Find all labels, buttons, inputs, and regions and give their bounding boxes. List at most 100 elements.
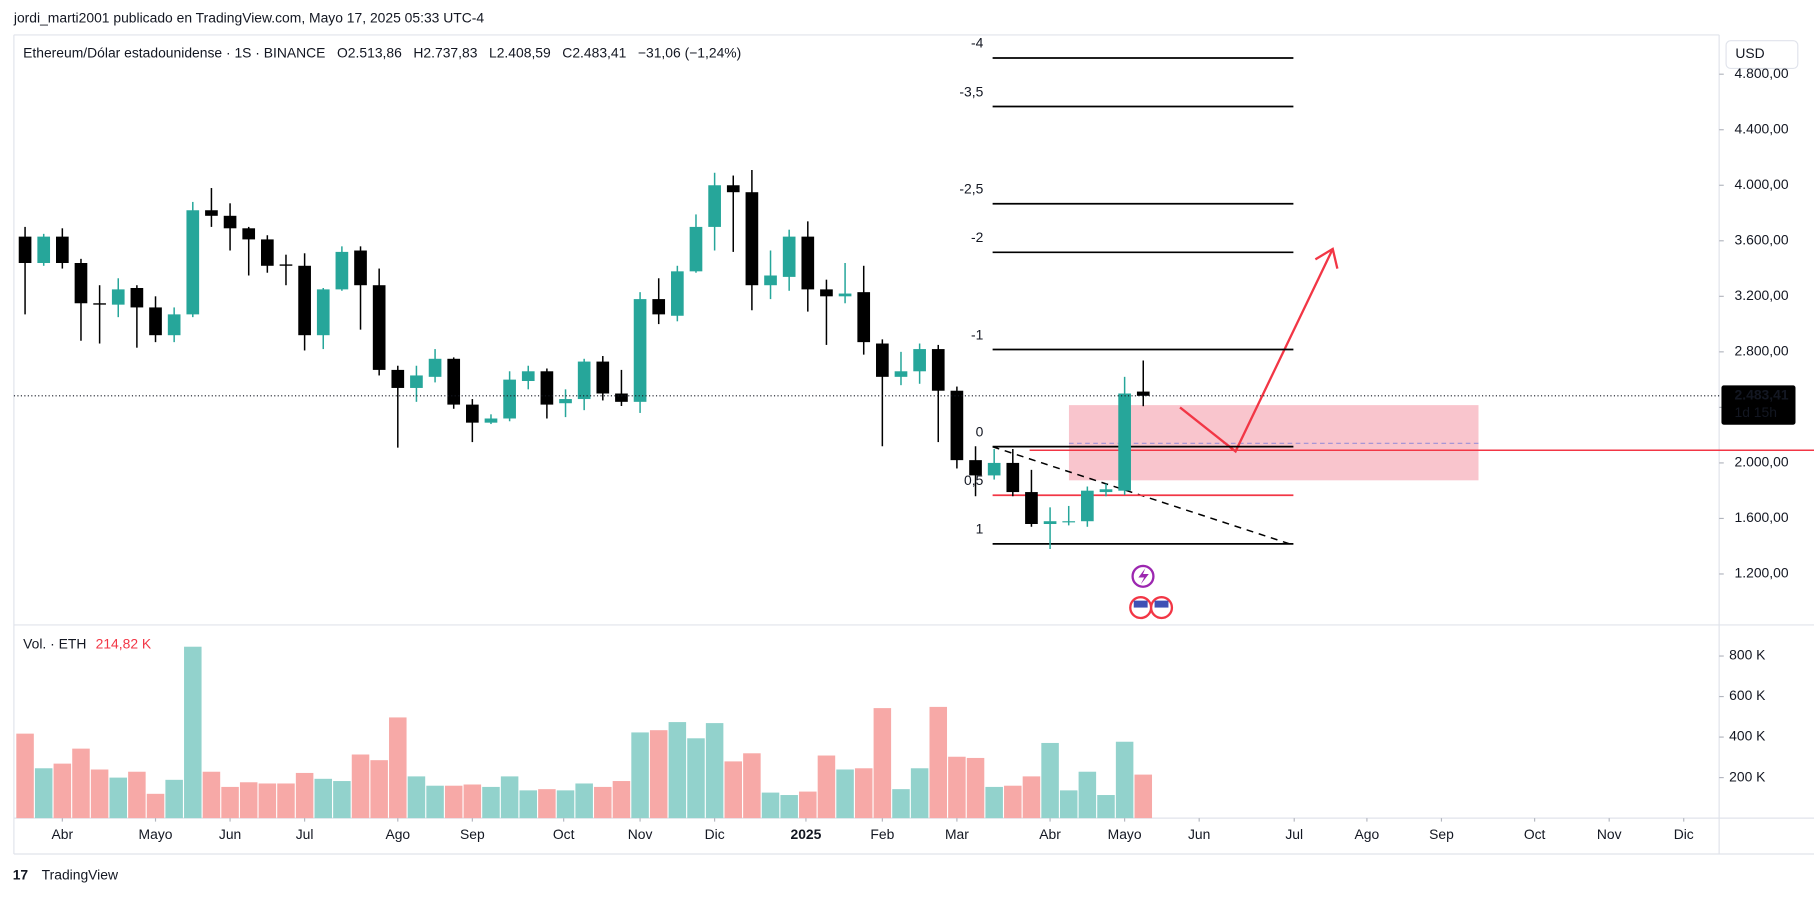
volume-bar [333, 781, 351, 819]
candle-body [987, 462, 1001, 476]
volume-bar [165, 779, 183, 819]
y-tick-label: 4.800,00 [1735, 65, 1789, 81]
y-tick-label: 1.600,00 [1735, 509, 1789, 525]
volume-bar [1004, 785, 1022, 819]
candle-body [447, 358, 461, 405]
x-tick-label: Jul [296, 826, 314, 842]
ohlc-open: O2.513,86 [337, 44, 402, 60]
volume-bar [500, 776, 519, 819]
candle-body [410, 375, 423, 388]
volume-bar [444, 785, 463, 819]
volume-bar [16, 733, 34, 819]
volume-bar [594, 786, 612, 819]
last-price-box [1721, 385, 1796, 425]
x-tick-label: Mar [945, 826, 969, 842]
candle-body [1099, 489, 1113, 493]
event-bolt [1138, 568, 1149, 585]
volume-bar [724, 761, 743, 819]
candle-body [466, 404, 479, 423]
candle-body [764, 275, 777, 286]
candle-body [633, 299, 647, 402]
volume-bar [1022, 776, 1041, 819]
candle-body [484, 418, 498, 423]
projection-arrow [1179, 248, 1334, 454]
volume-bar [687, 738, 705, 819]
volume-tick-label: 600 K [1729, 687, 1766, 703]
volume-bar [426, 785, 444, 819]
volume-bar [407, 776, 426, 819]
volume-bar [221, 786, 239, 819]
candle-body [1136, 391, 1150, 396]
candle-body [205, 210, 218, 216]
candle-body [1118, 393, 1131, 491]
volume-bar [184, 646, 202, 819]
candle-body [876, 343, 889, 377]
candle-body [726, 185, 740, 193]
volume-bar [761, 792, 780, 819]
candle-body [93, 303, 106, 305]
candle-body [242, 228, 256, 240]
candle-body [931, 349, 945, 391]
volume-bar [948, 756, 966, 819]
candle-body [540, 371, 554, 405]
volume-layer [16, 646, 1153, 819]
y-tick-label: 2.000,00 [1735, 454, 1789, 470]
x-tick-label: Nov [628, 826, 653, 842]
volume-bar [743, 753, 761, 819]
volume-bar [668, 722, 687, 819]
volume-bar [817, 755, 836, 819]
candle-body [186, 210, 200, 315]
x-tick-label: Oct [1524, 826, 1546, 842]
x-tick-label: Abr [1039, 826, 1061, 842]
drawings [992, 247, 1814, 546]
candle-body [652, 299, 666, 315]
candle-body [521, 371, 535, 382]
brand: TradingView [42, 867, 119, 883]
fib-level-label: 0 [976, 423, 984, 439]
candle-body [130, 287, 144, 308]
volume-bar [649, 730, 668, 819]
ohlc-change: −31,06 (−1,24%) [638, 44, 741, 60]
candle-body [894, 371, 908, 377]
volume-bar [34, 768, 53, 819]
volume-tick-label: 400 K [1729, 728, 1766, 744]
volume-bar [146, 793, 165, 819]
fib-level-label: -2 [971, 229, 984, 245]
volume-bar [202, 771, 221, 819]
volume-last: 214,82 K [96, 635, 152, 651]
y-tick-label: 3.600,00 [1735, 231, 1789, 247]
volume-tick-label: 200 K [1729, 768, 1766, 784]
volume-bar [519, 790, 538, 819]
volume-bar [873, 708, 892, 819]
volume-bar [705, 723, 724, 819]
fib-level-label: -3,5 [959, 83, 983, 99]
x-tick-label: Mayo [1108, 826, 1142, 842]
brand-logo: 17 [13, 867, 29, 883]
candle-body [354, 250, 367, 286]
candle-body [428, 358, 442, 377]
currency-button[interactable] [1725, 40, 1799, 70]
candle-body [950, 390, 964, 461]
currency: USD [1735, 45, 1764, 61]
candle-body [820, 289, 833, 297]
volume-bar [1041, 742, 1059, 819]
candle-body [316, 289, 330, 336]
volume-bar [854, 768, 873, 819]
volume-bar [389, 717, 407, 819]
fib-level-label: -2,5 [959, 181, 983, 197]
candle-body [1081, 490, 1094, 522]
volume-bar [538, 789, 556, 819]
volume-bar [1078, 771, 1097, 819]
candle-body [801, 236, 815, 290]
volume-bar [53, 763, 72, 819]
candle-body [689, 226, 703, 272]
publish-header: jordi_marti2001 publicado en TradingView… [13, 9, 485, 25]
x-tick-label: Feb [870, 826, 894, 842]
volume-bar [1134, 774, 1153, 819]
volume-bar [1115, 741, 1134, 819]
x-tick-label: Oct [553, 826, 575, 842]
fib-level-label: -4 [971, 35, 984, 51]
x-tick-label: Jun [219, 826, 241, 842]
volume-bar [556, 790, 575, 819]
